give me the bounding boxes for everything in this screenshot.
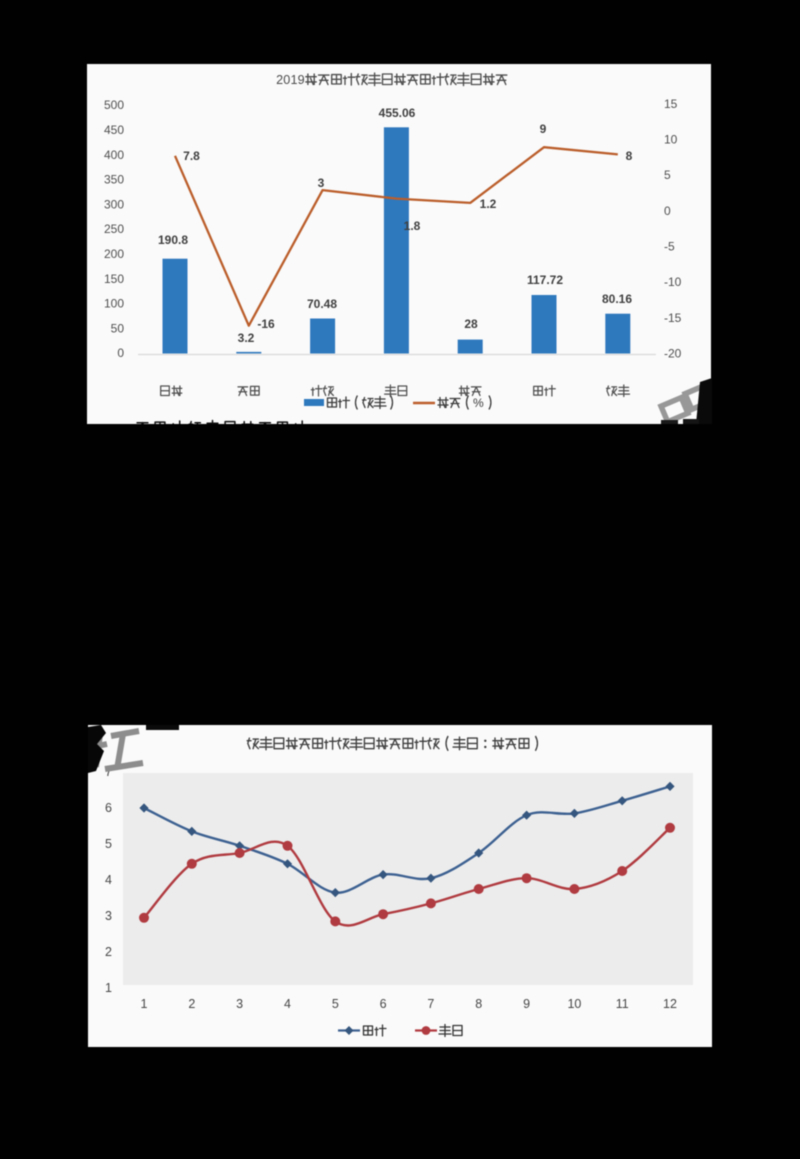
svg-text:-15: -15	[664, 311, 682, 325]
svg-text:28: 28	[464, 317, 478, 331]
svg-text:15: 15	[664, 97, 678, 111]
svg-text:5: 5	[664, 168, 671, 182]
svg-text:4: 4	[105, 873, 112, 887]
svg-text:7.8: 7.8	[183, 149, 200, 163]
svg-text:1: 1	[141, 997, 148, 1011]
svg-text:10: 10	[567, 997, 581, 1011]
svg-text:7: 7	[427, 997, 434, 1011]
svg-text:1.2: 1.2	[480, 197, 497, 211]
svg-text:3: 3	[236, 997, 243, 1011]
svg-text:%: %	[473, 396, 484, 410]
svg-text:50: 50	[111, 321, 125, 335]
svg-text:0: 0	[664, 204, 671, 218]
svg-text:100: 100	[104, 297, 124, 311]
svg-text:455.06: 455.06	[379, 106, 416, 120]
svg-text:-5: -5	[664, 239, 675, 253]
svg-text:6: 6	[105, 801, 112, 815]
svg-text:400: 400	[104, 148, 124, 162]
svg-text:2: 2	[188, 997, 195, 1011]
svg-text:70.48: 70.48	[307, 297, 337, 311]
svg-text:150: 150	[104, 272, 124, 286]
svg-text:11: 11	[616, 997, 629, 1011]
svg-text:-20: -20	[664, 346, 682, 360]
svg-text:350: 350	[104, 173, 124, 187]
svg-text:200: 200	[104, 247, 124, 261]
svg-text:250: 250	[104, 222, 124, 236]
svg-text:1: 1	[105, 981, 112, 995]
svg-text:-16: -16	[257, 317, 275, 331]
svg-text:10: 10	[664, 133, 678, 147]
svg-text:8: 8	[626, 149, 633, 163]
svg-text:6: 6	[380, 997, 387, 1011]
svg-text:3.2: 3.2	[238, 331, 255, 345]
svg-text:4: 4	[284, 997, 291, 1011]
svg-text:7: 7	[105, 765, 112, 779]
svg-text:300: 300	[104, 197, 124, 211]
svg-text:0: 0	[283, 73, 290, 87]
svg-text:80.16: 80.16	[602, 292, 632, 306]
svg-text:9: 9	[298, 73, 305, 87]
svg-text:500: 500	[104, 98, 124, 112]
svg-text:8: 8	[475, 997, 482, 1011]
svg-text:2: 2	[105, 945, 112, 959]
svg-text:0: 0	[117, 346, 124, 360]
svg-text:1: 1	[291, 73, 298, 87]
svg-text:-10: -10	[664, 275, 682, 289]
svg-text:1.8: 1.8	[404, 219, 421, 233]
svg-text:9: 9	[523, 997, 530, 1011]
svg-text:5: 5	[105, 837, 112, 851]
svg-text:117.72: 117.72	[527, 273, 563, 287]
svg-text:5: 5	[332, 997, 339, 1011]
svg-text:2: 2	[276, 73, 283, 87]
svg-text:3: 3	[318, 176, 325, 190]
svg-text:9: 9	[540, 122, 547, 136]
svg-text:3: 3	[105, 909, 112, 923]
svg-text:12: 12	[663, 997, 677, 1011]
svg-text:190.8: 190.8	[158, 233, 188, 247]
svg-text:450: 450	[104, 123, 124, 137]
